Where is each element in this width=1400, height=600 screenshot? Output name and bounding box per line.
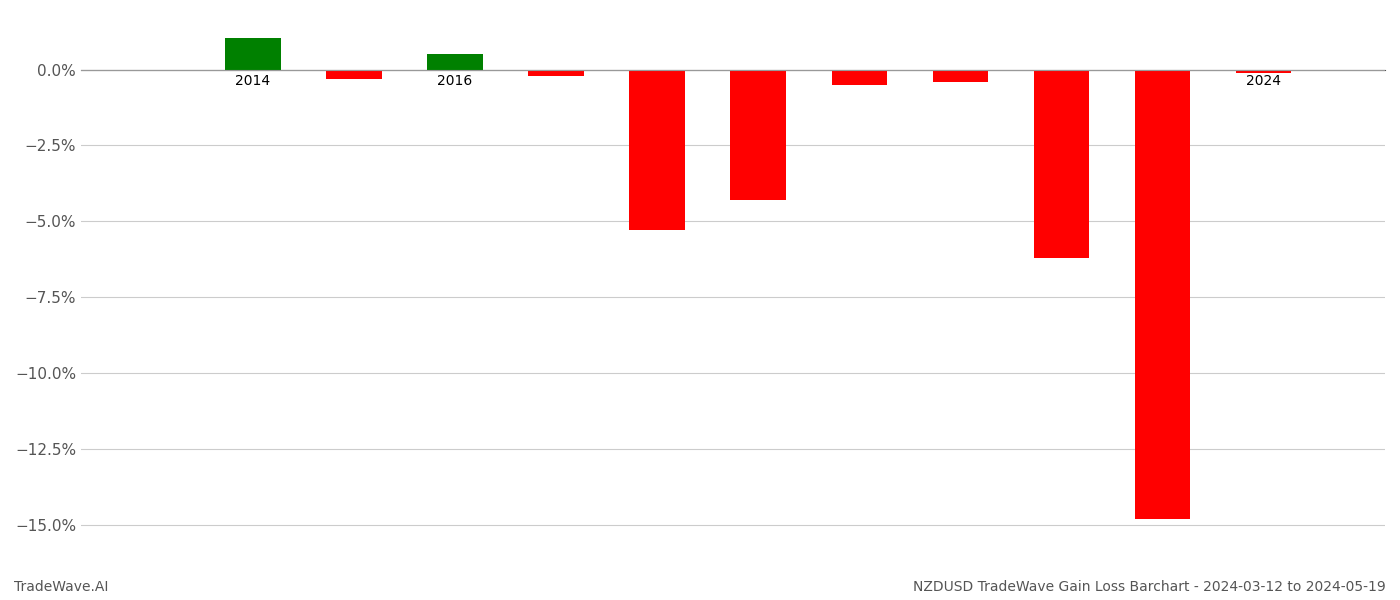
Text: NZDUSD TradeWave Gain Loss Barchart - 2024-03-12 to 2024-05-19: NZDUSD TradeWave Gain Loss Barchart - 20… xyxy=(913,580,1386,594)
Bar xyxy=(1033,70,1089,257)
Bar xyxy=(326,70,382,79)
Bar xyxy=(731,70,785,200)
Bar xyxy=(225,38,280,70)
Bar xyxy=(932,70,988,82)
Bar xyxy=(528,70,584,76)
Bar xyxy=(1135,70,1190,518)
Bar xyxy=(427,55,483,70)
Bar xyxy=(630,70,685,230)
Bar xyxy=(832,70,888,85)
Bar xyxy=(1236,70,1291,73)
Text: TradeWave.AI: TradeWave.AI xyxy=(14,580,108,594)
